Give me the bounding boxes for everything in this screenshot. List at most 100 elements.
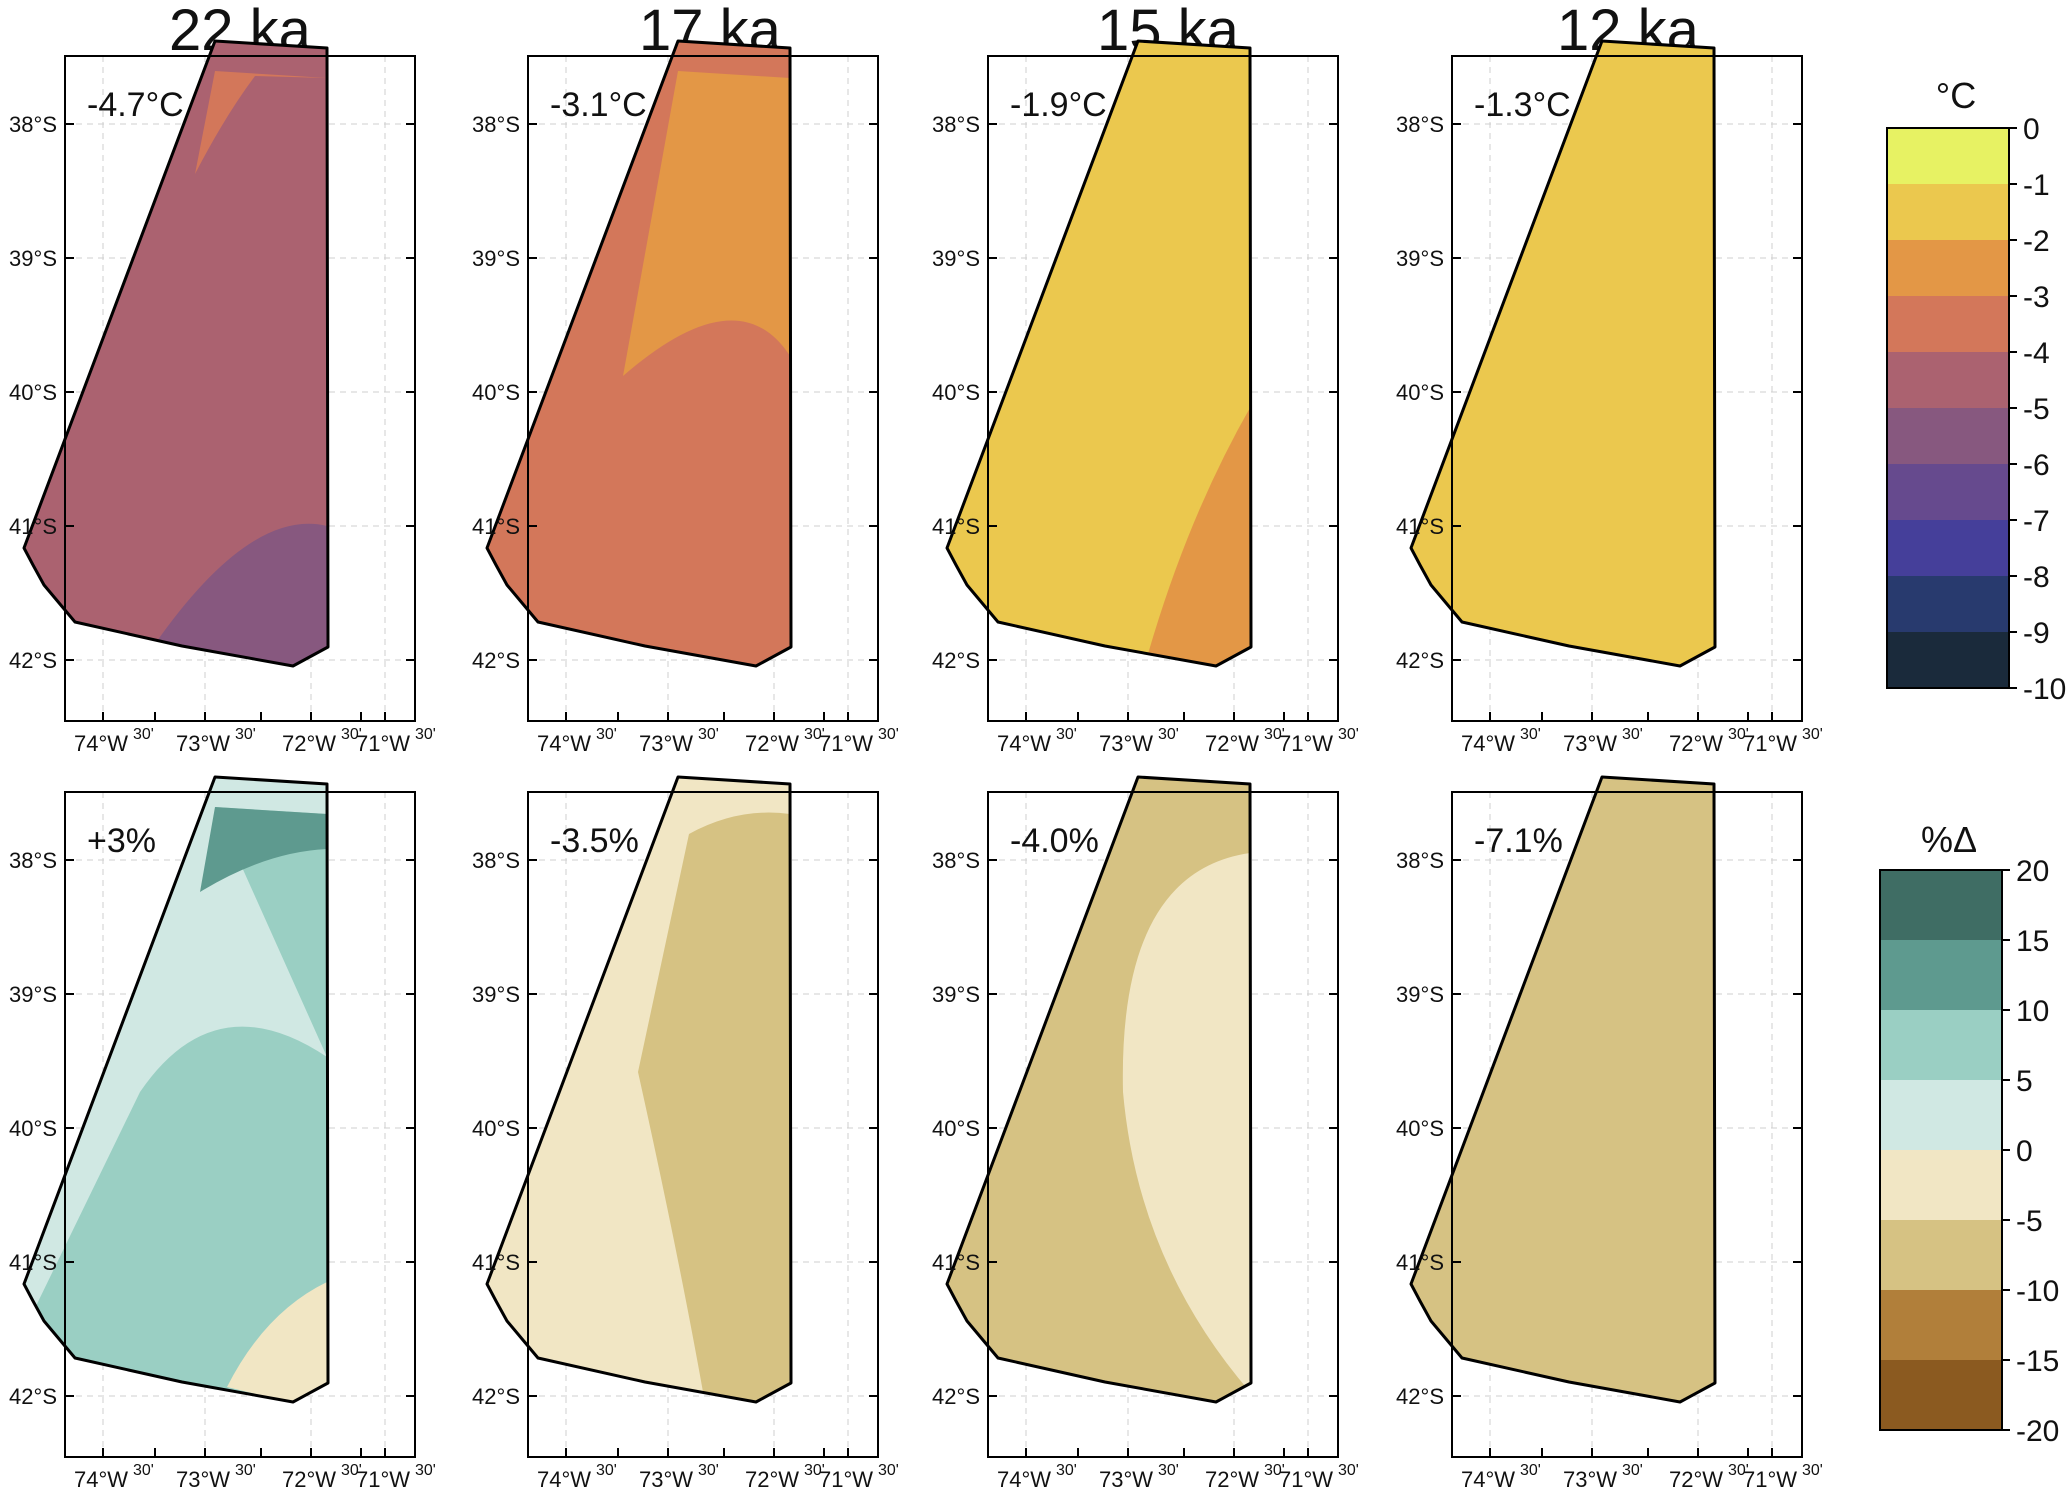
contour-band xyxy=(623,71,790,376)
x-tick-label-minutes: 30' xyxy=(1158,1462,1179,1479)
panel-annotation: -3.5% xyxy=(550,822,639,860)
x-tick-label: 72°W xyxy=(1669,1467,1723,1488)
colorbar-label: -5 xyxy=(2016,1205,2043,1238)
x-tick-label-minutes: 30' xyxy=(415,1462,436,1479)
region-base-fill xyxy=(947,41,1251,666)
region-outline xyxy=(485,39,793,668)
x-tick-label-minutes: 30' xyxy=(341,1462,362,1479)
panel-annotation: -4.7°C xyxy=(87,86,184,124)
x-tick-label: 72°W xyxy=(1205,731,1259,756)
x-tick-label: 74°W xyxy=(1461,1467,1515,1488)
y-tick-label: 42°S xyxy=(1396,1384,1444,1409)
contour-band xyxy=(24,807,327,1402)
panel-frame xyxy=(1451,55,1803,722)
contour-band xyxy=(1148,406,1251,666)
y-tick-label: 38°S xyxy=(472,112,520,137)
y-tick-label: 42°S xyxy=(472,648,520,673)
region-fill xyxy=(24,777,328,1402)
colorbar-label: 10 xyxy=(2016,995,2049,1028)
x-tick-label: 71°W xyxy=(356,731,410,756)
panel-frame xyxy=(64,791,416,1458)
colorbar-label: -4 xyxy=(2023,337,2050,370)
colorbar-segment xyxy=(1887,296,2009,353)
x-tick-label-minutes: 30' xyxy=(596,1462,617,1479)
colorbar-segment xyxy=(1887,184,2009,241)
panel-r1-c0: 38°S 39°S 40°S 41°S 42°S 74°W 30' 73°W 30' 72°W 30… xyxy=(9,775,436,1488)
x-tick-label-minutes: 30' xyxy=(133,726,154,743)
x-tick-label-minutes: 30' xyxy=(804,726,825,743)
region-fill xyxy=(1411,777,1715,1402)
x-tick-label: 72°W xyxy=(282,1467,336,1488)
colorbar-label: -7 xyxy=(2023,505,2050,538)
panel-r0-c2: 38°S 39°S 40°S 41°S 42°S 74°W 30' 73°W 30' 72°W 30… xyxy=(932,39,1359,756)
region-fill xyxy=(1411,41,1715,666)
panel-frame xyxy=(527,791,879,1458)
y-tick-label: 39°S xyxy=(9,982,57,1007)
contour-band xyxy=(1122,853,1251,1392)
y-tick-label: 42°S xyxy=(932,648,980,673)
y-tick-label: 40°S xyxy=(1396,1116,1444,1141)
x-tick-label: 74°W xyxy=(537,731,591,756)
panel-r0-c1: 38°S 39°S 40°S 41°S 42°S 74°W 30' 73°W 30' 72°W 30… xyxy=(472,39,899,756)
y-tick-label: 38°S xyxy=(1396,112,1444,137)
y-tick-label: 41°S xyxy=(472,1250,520,1275)
y-tick-label: 42°S xyxy=(472,1384,520,1409)
colorbar-label: 20 xyxy=(2016,855,2049,888)
region-outline xyxy=(1409,39,1717,668)
y-tick-label: 42°S xyxy=(1396,648,1444,673)
panel-annotation: +3% xyxy=(87,822,156,860)
x-tick-label-minutes: 30' xyxy=(698,1462,719,1479)
y-tick-label: 41°S xyxy=(932,514,980,539)
x-tick-label: 74°W xyxy=(74,731,128,756)
y-tick-label: 39°S xyxy=(472,982,520,1007)
colorbar-segment xyxy=(1880,1360,2002,1431)
y-tick-label: 38°S xyxy=(932,848,980,873)
colorbar-label: -2 xyxy=(2023,225,2050,258)
contour-band xyxy=(140,523,328,666)
x-tick-label: 71°W xyxy=(1279,731,1333,756)
x-tick-label-minutes: 30' xyxy=(596,726,617,743)
x-tick-label-minutes: 30' xyxy=(1728,726,1749,743)
x-tick-label-minutes: 30' xyxy=(1728,1462,1749,1479)
panel-annotation: -1.9°C xyxy=(1010,86,1107,124)
x-tick-label: 71°W xyxy=(1279,1467,1333,1488)
panel-r1-c3: 38°S 39°S 40°S 41°S 42°S 74°W 30' 73°W 30' 72°W 30… xyxy=(1396,775,1823,1488)
x-tick-label-minutes: 30' xyxy=(133,1462,154,1479)
x-tick-label: 74°W xyxy=(1461,731,1515,756)
panel-frame xyxy=(64,55,416,722)
y-tick-label: 38°S xyxy=(1396,848,1444,873)
y-tick-label: 42°S xyxy=(932,1384,980,1409)
colorbar-segment xyxy=(1887,520,2009,577)
x-tick-label: 73°W xyxy=(1099,1467,1153,1488)
y-tick-label: 39°S xyxy=(1396,246,1444,271)
y-tick-label: 41°S xyxy=(932,1250,980,1275)
x-tick-label-minutes: 30' xyxy=(1158,726,1179,743)
colorbar-1: 20 15 10 5 0 -5 -10 -15 -20 %Δ xyxy=(1879,819,2059,1448)
x-tick-label-minutes: 30' xyxy=(235,726,256,743)
y-tick-label: 42°S xyxy=(9,648,57,673)
colorbar-segment xyxy=(1887,240,2009,297)
x-tick-label-minutes: 30' xyxy=(341,726,362,743)
x-tick-label-minutes: 30' xyxy=(878,1462,899,1479)
panel-annotation: -3.1°C xyxy=(550,86,647,124)
contour-band xyxy=(200,807,327,892)
region-fill xyxy=(947,777,1251,1402)
contour-band xyxy=(227,1282,327,1402)
colorbar-segment xyxy=(1880,1010,2002,1081)
y-tick-label: 40°S xyxy=(932,1116,980,1141)
x-tick-label: 73°W xyxy=(1099,731,1153,756)
region-base-fill xyxy=(1411,41,1715,666)
x-tick-label: 73°W xyxy=(1563,731,1617,756)
colorbar-label: 15 xyxy=(2016,925,2049,958)
colorbar-label: 0 xyxy=(2016,1135,2033,1168)
x-tick-label-minutes: 30' xyxy=(415,726,436,743)
colorbar-segment xyxy=(1880,1080,2002,1151)
y-tick-label: 40°S xyxy=(1396,380,1444,405)
contour-band xyxy=(195,71,327,174)
x-tick-label-minutes: 30' xyxy=(1622,1462,1643,1479)
y-tick-label: 38°S xyxy=(9,112,57,137)
colorbar-title: °C xyxy=(1936,75,1976,116)
x-tick-label: 71°W xyxy=(819,731,873,756)
y-tick-label: 39°S xyxy=(932,982,980,1007)
